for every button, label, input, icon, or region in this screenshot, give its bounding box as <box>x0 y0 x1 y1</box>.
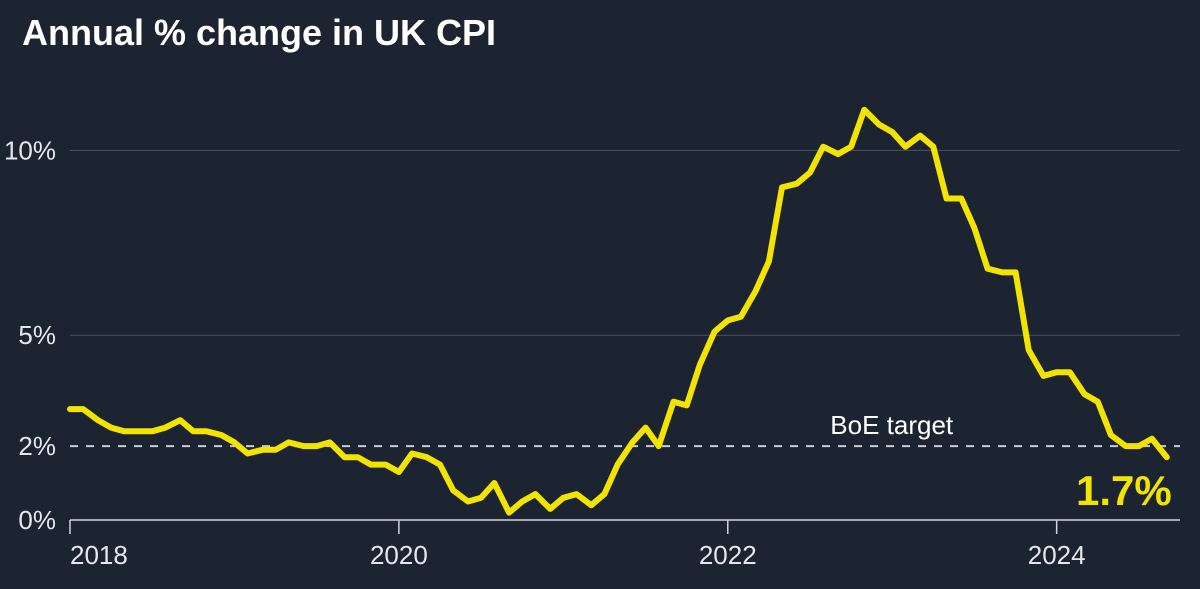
y-tick-label: 2% <box>18 431 56 461</box>
x-tick-label: 2022 <box>699 540 757 570</box>
cpi-chart: Annual % change in UK CPI BoE target 0% 2%… <box>0 0 1200 589</box>
chart-canvas: BoE target 0% 2% 5% 10% 2018 2020 2022 2024 1.7% <box>0 0 1200 589</box>
latest-value-callout: 1.7% <box>1076 467 1172 514</box>
y-tick-label: 0% <box>18 505 56 535</box>
x-tick-label: 2024 <box>1028 540 1086 570</box>
boe-target-label: BoE target <box>830 410 954 440</box>
chart-title: Annual % change in UK CPI <box>22 12 496 54</box>
cpi-series-line <box>70 110 1167 513</box>
x-tick-label: 2020 <box>370 540 428 570</box>
y-tick-label: 5% <box>18 320 56 350</box>
x-tick-label: 2018 <box>70 540 128 570</box>
y-tick-label: 10% <box>4 135 56 165</box>
